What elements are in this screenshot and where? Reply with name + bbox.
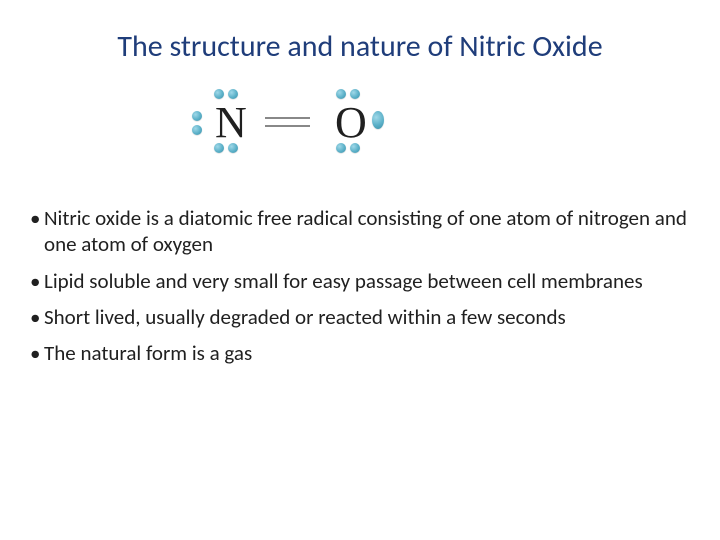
bullet-item: The natural form is a gas	[30, 340, 690, 366]
bond-line	[265, 125, 310, 127]
electron-dot	[214, 143, 224, 153]
lone-electron	[372, 111, 384, 129]
electron-dot	[192, 111, 202, 121]
electron-dot	[228, 143, 238, 153]
bullet-list: Nitric oxide is a diatomic free radical …	[0, 185, 720, 366]
slide-title: The structure and nature of Nitric Oxide	[0, 0, 720, 75]
bullet-item: Lipid soluble and very small for easy pa…	[30, 268, 690, 294]
electron-dot	[192, 125, 202, 135]
electron-dot	[336, 89, 346, 99]
lewis-diagram: N O	[0, 75, 720, 185]
electron-dot	[350, 89, 360, 99]
electron-dot	[336, 143, 346, 153]
bullet-ul: Nitric oxide is a diatomic free radical …	[30, 205, 690, 366]
electron-dot	[214, 89, 224, 99]
electron-dot	[350, 143, 360, 153]
bullet-item: Nitric oxide is a diatomic free radical …	[30, 205, 690, 258]
slide: The structure and nature of Nitric Oxide…	[0, 0, 720, 540]
nitrogen-atom: N	[215, 97, 247, 148]
bond-line	[265, 117, 310, 119]
electron-dot	[228, 89, 238, 99]
oxygen-atom: O	[335, 97, 367, 148]
bullet-item: Short lived, usually degraded or reacted…	[30, 304, 690, 330]
